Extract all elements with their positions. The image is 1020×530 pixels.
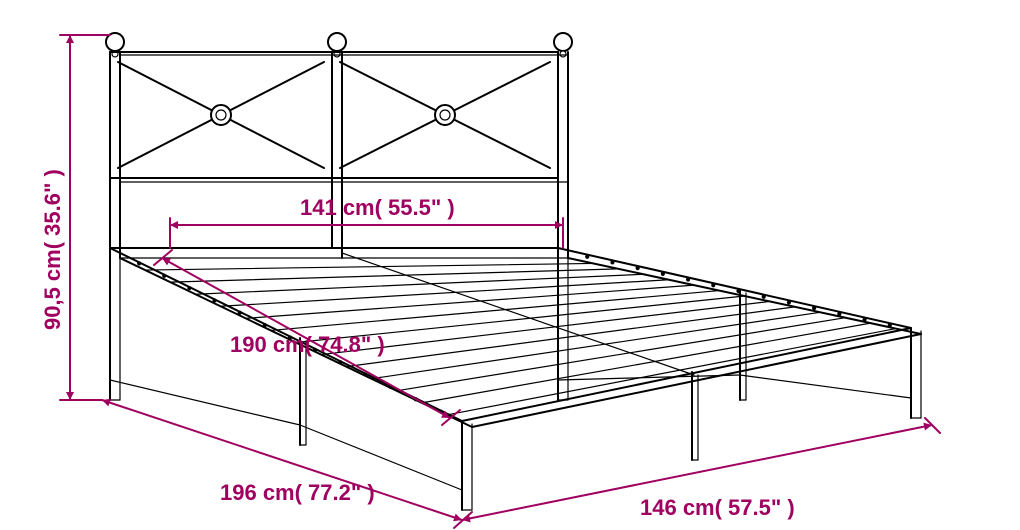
label-outer-width: 146 cm( 57.5" ) <box>640 495 795 521</box>
label-inner-width: 141 cm( 55.5" ) <box>300 195 455 221</box>
dimension-drawing <box>0 0 1020 530</box>
label-outer-length: 196 cm( 77.2" ) <box>220 480 375 506</box>
label-inner-length: 190 cm( 74.8" ) <box>230 332 385 358</box>
label-height: 90,5 cm( 35.6" ) <box>40 169 66 330</box>
